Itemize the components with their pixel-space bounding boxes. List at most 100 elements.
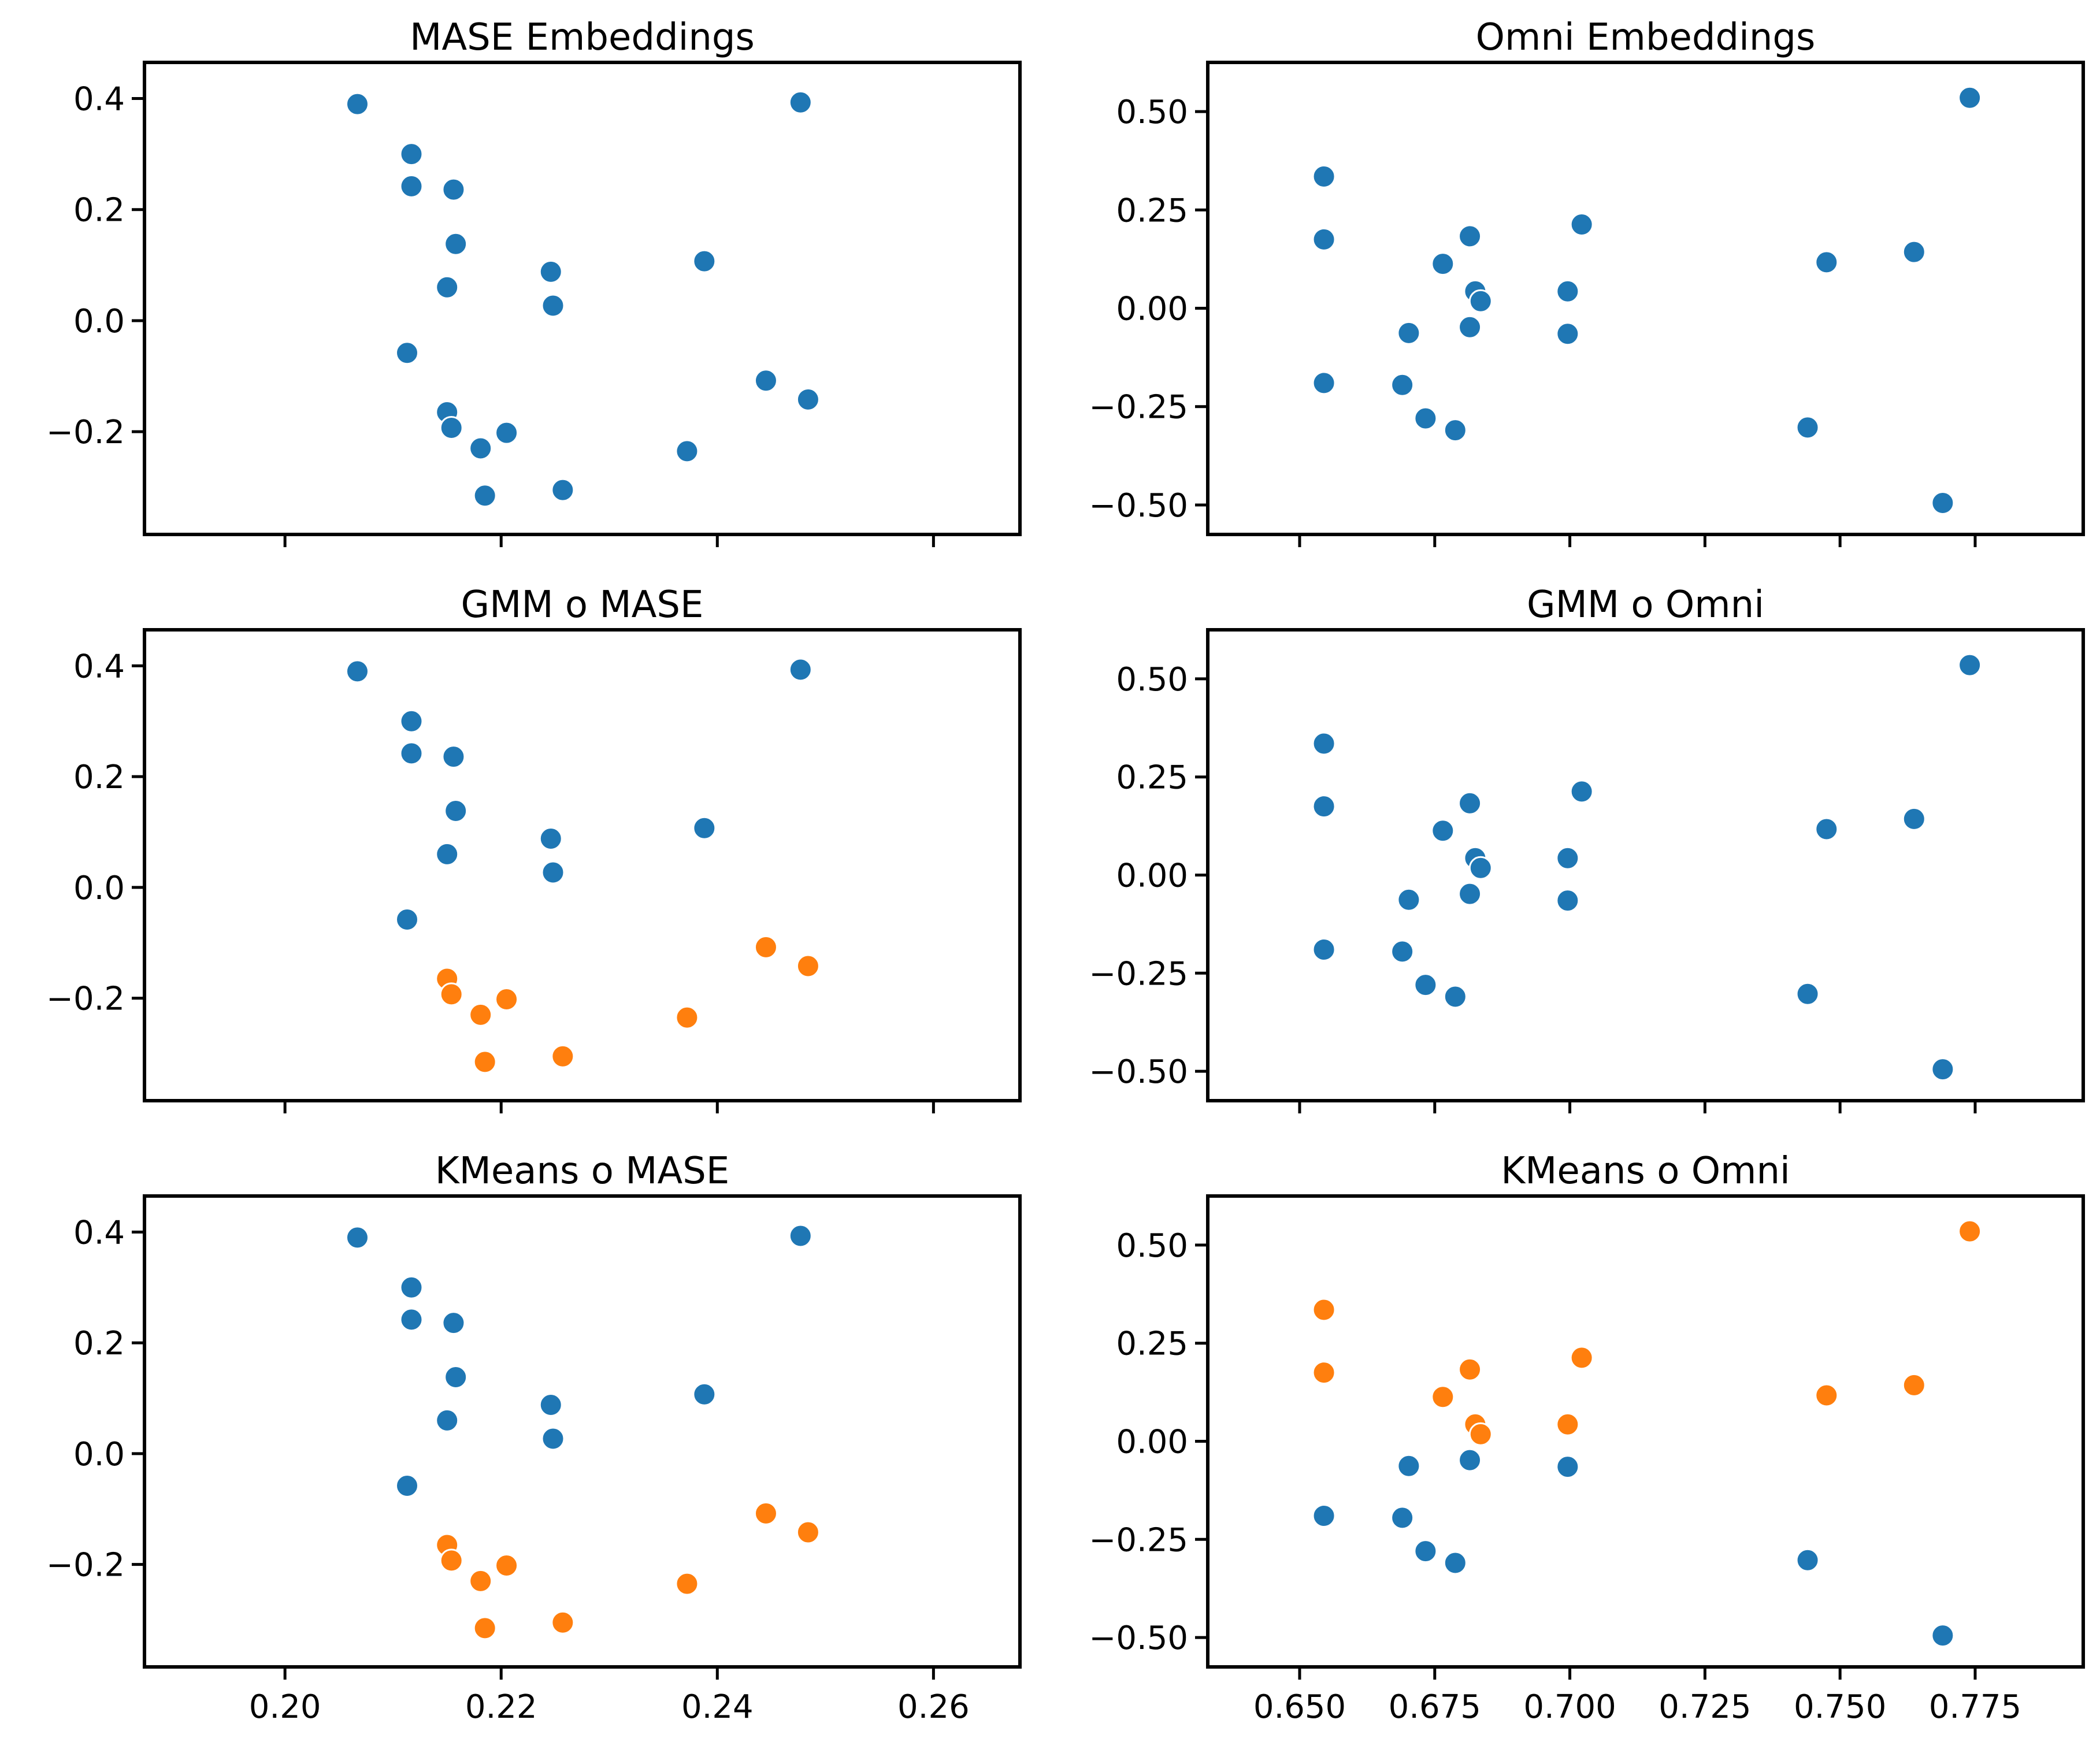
- chart-title-kmeans-mase: KMeans o MASE: [435, 1150, 730, 1193]
- data-point-cluster-1: [469, 1002, 493, 1027]
- data-point-cluster-1: [439, 982, 463, 1007]
- y-tick-label: 0.2: [73, 759, 125, 796]
- y-tick-label: −0.2: [46, 414, 125, 451]
- data-point-cluster-0: [1397, 321, 1421, 345]
- data-point-cluster-0: [399, 741, 424, 766]
- data-point-cluster-1: [495, 1554, 519, 1578]
- data-point-cluster-0: [1443, 985, 1467, 1009]
- data-point-cluster-0: [345, 659, 369, 684]
- data-point-cluster-0: [1556, 846, 1580, 870]
- data-point-cluster-0: [1397, 1454, 1421, 1478]
- data-point-cluster-0: [441, 1311, 466, 1335]
- data-point-cluster-0: [444, 1365, 468, 1390]
- data-point-cluster-1: [551, 1044, 575, 1068]
- y-tick-label: 0.4: [73, 1214, 125, 1251]
- data-point-cluster-0: [541, 294, 565, 318]
- data-point-cluster-1: [796, 1520, 820, 1544]
- data-point-cluster-0: [1312, 731, 1336, 756]
- y-tick-label: −0.25: [1089, 389, 1188, 426]
- y-tick-label: 0.00: [1116, 1423, 1188, 1461]
- data-point-cluster-1: [754, 935, 778, 959]
- data-point-cluster-1: [1312, 1298, 1336, 1322]
- data-point-cluster-0: [435, 1408, 459, 1432]
- data-point-cluster-0: [788, 1224, 812, 1248]
- data-point-cluster-0: [399, 1275, 424, 1299]
- data-point-cluster-0: [541, 1427, 565, 1451]
- data-point-cluster-0: [439, 415, 463, 440]
- data-point-cluster-0: [1931, 1057, 1955, 1082]
- y-tick-label: 0.00: [1116, 857, 1188, 894]
- y-tick-label: −0.2: [46, 981, 125, 1018]
- data-point-cluster-0: [399, 1308, 424, 1332]
- chart-title-kmeans-omni: KMeans o Omni: [1501, 1150, 1790, 1193]
- data-point-cluster-0: [1468, 856, 1493, 880]
- y-tick-label: −0.25: [1089, 955, 1188, 993]
- data-point-cluster-0: [692, 249, 717, 273]
- data-point-cluster-0: [399, 709, 424, 733]
- data-point-cluster-0: [1795, 982, 1820, 1006]
- data-point-cluster-0: [1312, 794, 1336, 819]
- data-point-cluster-1: [1458, 1357, 1482, 1381]
- plot-frame: [143, 628, 1022, 1102]
- y-tick-label: 0.2: [73, 1325, 125, 1362]
- x-tick-label: 0.750: [1794, 1688, 1886, 1726]
- data-point-cluster-0: [1390, 1506, 1415, 1530]
- data-point-cluster-0: [551, 478, 575, 502]
- data-point-cluster-1: [1570, 1346, 1594, 1370]
- y-tick-label: 0.4: [73, 648, 125, 685]
- data-point-cluster-0: [1458, 882, 1482, 906]
- subplot-gmm-omni: GMM o Omni −0.50 −0.25 0.00 0.25 0.50: [1089, 584, 2085, 1113]
- x-tick-label: 0.650: [1253, 1688, 1346, 1726]
- y-tick-label: 0.0: [73, 1436, 125, 1473]
- data-point-cluster-0: [1556, 889, 1580, 913]
- data-point-cluster-0: [692, 1382, 717, 1406]
- data-point-cluster-0: [754, 369, 778, 393]
- chart-title-omni-embeddings: Omni Embeddings: [1476, 16, 1816, 59]
- x-tick-label: 0.700: [1523, 1688, 1616, 1726]
- data-point-cluster-1: [473, 1050, 497, 1074]
- data-point-cluster-0: [1931, 491, 1955, 515]
- data-point-cluster-0: [539, 1392, 563, 1417]
- chart-title-gmm-omni: GMM o Omni: [1527, 584, 1764, 626]
- y-tick-label: 0.2: [73, 192, 125, 229]
- data-point-cluster-0: [1815, 250, 1839, 274]
- plot-frame: [1206, 61, 2085, 536]
- data-point-cluster-0: [444, 232, 468, 256]
- y-tick-label: 0.00: [1116, 291, 1188, 328]
- data-point-cluster-0: [1570, 779, 1594, 804]
- data-point-cluster-1: [1902, 1373, 1926, 1397]
- data-point-cluster-0: [1458, 315, 1482, 339]
- data-point-cluster-1: [1431, 1385, 1455, 1409]
- data-point-cluster-0: [395, 907, 419, 931]
- data-point-cluster-0: [1902, 807, 1926, 831]
- data-point-cluster-0: [788, 90, 812, 114]
- x-tick-label: 0.22: [465, 1688, 537, 1726]
- y-tick-label: −0.50: [1089, 487, 1188, 525]
- subplot-omni-embeddings: Omni Embeddings −0.50 −0.25 0.00 0.25 0.50: [1089, 16, 2085, 547]
- data-point-cluster-0: [1413, 973, 1438, 997]
- y-tick-label: 0.25: [1116, 192, 1188, 229]
- subplot-mase-embeddings: MASE Embeddings −0.2 0.0 0.2 0.4: [46, 16, 1022, 547]
- data-point-cluster-0: [788, 658, 812, 682]
- data-point-cluster-0: [796, 387, 820, 411]
- data-point-cluster-0: [469, 436, 493, 460]
- data-point-cluster-0: [1397, 887, 1421, 912]
- data-point-cluster-0: [1556, 279, 1580, 303]
- data-point-cluster-1: [1958, 1219, 1982, 1243]
- y-tick-label: 0.0: [73, 303, 125, 340]
- y-tick-label: 0.50: [1116, 1227, 1188, 1265]
- x-tick-label: 0.725: [1659, 1688, 1751, 1726]
- subplot-kmeans-omni: KMeans o Omni −0.50 −0.25 0.00 0.25 0.50 0.650…: [1089, 1150, 2085, 1726]
- data-point-cluster-0: [1312, 938, 1336, 962]
- chart-title-mase-embeddings: MASE Embeddings: [410, 16, 755, 59]
- data-point-cluster-1: [495, 987, 519, 1012]
- data-point-cluster-0: [1312, 164, 1336, 188]
- data-point-cluster-0: [1795, 415, 1820, 440]
- data-point-cluster-0: [435, 842, 459, 866]
- data-point-cluster-0: [1458, 1448, 1482, 1472]
- data-point-cluster-0: [1413, 406, 1438, 430]
- data-point-cluster-0: [1458, 791, 1482, 815]
- data-point-cluster-0: [1390, 373, 1415, 397]
- data-point-cluster-1: [754, 1501, 778, 1525]
